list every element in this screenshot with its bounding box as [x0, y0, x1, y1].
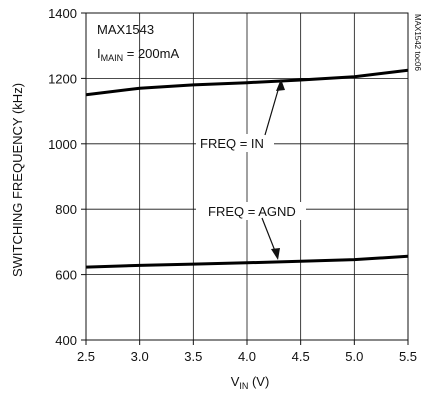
series-label-freq-in-text: FREQ = IN [200, 136, 264, 151]
part-number-label: MAX1543 [97, 22, 154, 37]
y-tick-label: 1200 [48, 71, 77, 86]
x-axis-title: VIN (V) [231, 374, 270, 391]
condition-label: IMAIN = 200mA [97, 46, 179, 63]
arrow-freq-agnd [261, 217, 280, 260]
x-tick-label: 4.0 [238, 349, 256, 364]
x-tick-labels: 2.5 3.0 3.5 4.0 4.5 5.0 5.5 [77, 349, 417, 364]
x-tick-label: 5.0 [345, 349, 363, 364]
axis-ticks [81, 12, 409, 345]
y-tick-label: 400 [55, 333, 77, 348]
y-tick-label: 800 [55, 202, 77, 217]
condition-main: I [97, 46, 101, 61]
x-tick-label: 4.5 [292, 349, 310, 364]
x-axis-title-sub: IN [239, 381, 248, 391]
y-tick-labels: 400 600 800 1000 1200 1400 [48, 6, 77, 348]
series-label-freq-agnd: FREQ = AGND [196, 202, 306, 220]
x-axis-title-main: V [231, 374, 240, 389]
x-tick-label: 3.0 [131, 349, 149, 364]
condition-suffix: = 200mA [123, 46, 179, 61]
x-tick-label: 5.5 [399, 349, 417, 364]
plot-frame [85, 12, 409, 341]
y-tick-label: 1000 [48, 137, 77, 152]
y-tick-label: 1400 [48, 6, 77, 21]
x-axis-title-suffix: (V) [248, 374, 269, 389]
y-tick-label: 600 [55, 268, 77, 283]
condition-sub: MAIN [101, 53, 124, 63]
series-line-freq-agnd [85, 254, 409, 269]
y-axis-title: SWITCHING FREQUENCY (kHz) [10, 83, 25, 277]
x-tick-label: 2.5 [77, 349, 95, 364]
grid-lines [86, 13, 408, 340]
x-tick-label: 3.5 [184, 349, 202, 364]
arrow-freq-in [264, 79, 285, 136]
series-label-freq-agnd-text: FREQ = AGND [208, 204, 296, 219]
series-line-freq-in [85, 68, 409, 97]
figure-id-label: MAX1542 toc06 [413, 14, 422, 71]
series-label-freq-in: FREQ = IN [196, 134, 274, 152]
data-series [85, 68, 409, 269]
